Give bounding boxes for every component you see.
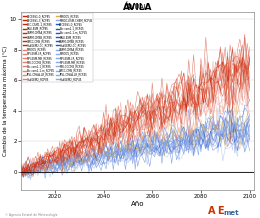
Text: ANUAL: ANUAL	[126, 4, 149, 10]
Title: ÁVILA: ÁVILA	[123, 3, 152, 12]
Text: © Agencia Estatal de Meteorología: © Agencia Estatal de Meteorología	[5, 213, 57, 217]
X-axis label: Año: Año	[131, 201, 144, 206]
Text: met: met	[223, 210, 239, 216]
Legend: ACCESS1-0_RCP85, ACCESS1-3_RCP85, BCC-CSM1-1_RCP85, BNU-ESM_RCP85, CNRM-CM5A_RCP: ACCESS1-0_RCP85, ACCESS1-3_RCP85, BCC-CS…	[22, 13, 93, 82]
Y-axis label: Cambio de la temperatura máxima (°C): Cambio de la temperatura máxima (°C)	[3, 46, 8, 156]
Text: E: E	[217, 206, 224, 216]
Text: A: A	[208, 206, 216, 216]
